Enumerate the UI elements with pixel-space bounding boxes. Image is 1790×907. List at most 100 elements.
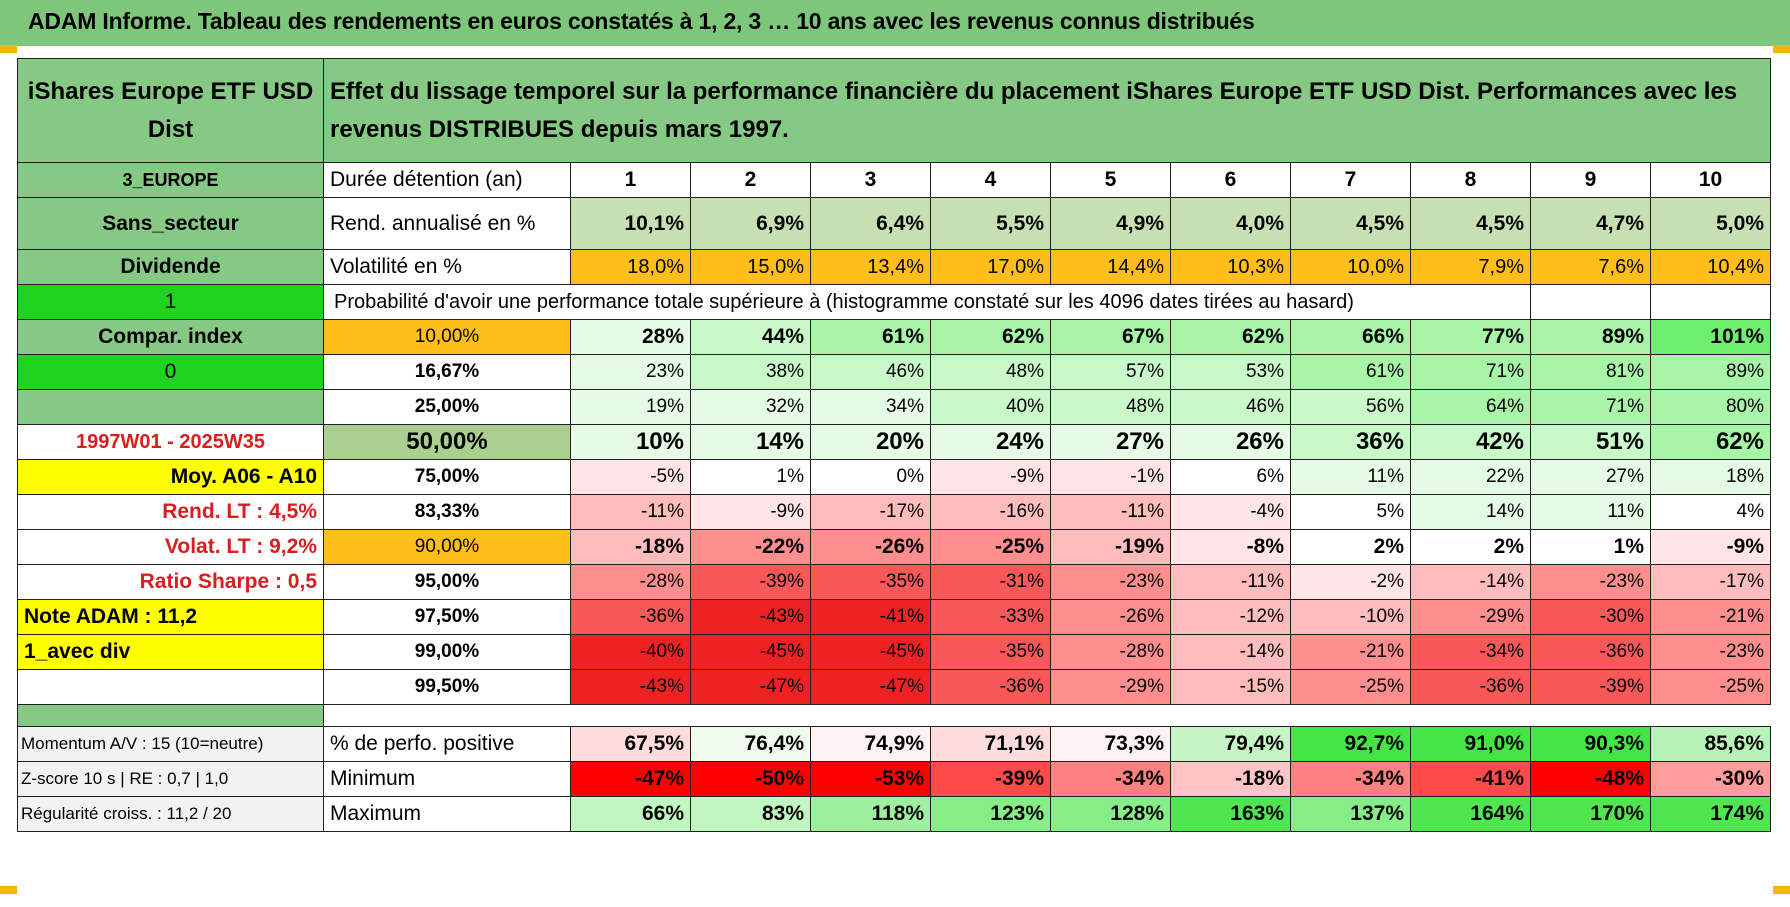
minimum-value: -30% <box>1650 761 1771 797</box>
quantile-value: 0% <box>810 459 931 495</box>
quantile-value: -25% <box>1650 669 1771 705</box>
rend-label: Rend. annualisé en % <box>323 197 571 250</box>
perf-pos-value: 73,3% <box>1050 726 1171 762</box>
quantile-value: 11% <box>1530 494 1651 530</box>
avec-div-label: 1_avec div <box>17 634 324 670</box>
maximum-value: 83% <box>690 796 811 832</box>
quantile-value: 1% <box>690 459 811 495</box>
maximum-value: 174% <box>1650 796 1771 832</box>
corner-marker-right-bottom <box>1773 886 1790 894</box>
regularite-label: Régularité croiss. : 11,2 / 20 <box>17 796 324 832</box>
volat-value: 13,4% <box>810 249 931 285</box>
quantile-value: 44% <box>690 319 811 355</box>
quantile-value: 27% <box>1050 424 1171 460</box>
quantile-value: -43% <box>690 599 811 635</box>
quantile-value: -25% <box>930 529 1051 565</box>
quantile-value: 77% <box>1410 319 1531 355</box>
zscore-label: Z-score 10 s | RE : 0,7 | 1,0 <box>17 761 324 797</box>
quantile-value: 42% <box>1410 424 1531 460</box>
maximum-value: 164% <box>1410 796 1531 832</box>
corner-marker-left-bottom <box>0 886 17 894</box>
quantile-value: -14% <box>1410 564 1531 600</box>
quantile-value: -28% <box>570 564 691 600</box>
quantile-value: -33% <box>930 599 1051 635</box>
perf-pos-value: 67,5% <box>570 726 691 762</box>
proba-title: Probabilité d'avoir une performance tota… <box>323 284 1531 320</box>
quantile-value: -39% <box>1530 669 1651 705</box>
rend-value: 4,5% <box>1290 197 1411 250</box>
quantile-value: 10% <box>570 424 691 460</box>
quantile-value: -35% <box>810 564 931 600</box>
maximum-value: 170% <box>1530 796 1651 832</box>
volat-value: 7,9% <box>1410 249 1531 285</box>
quantile-value: -29% <box>1410 599 1531 635</box>
corner-marker-right-top <box>1773 45 1790 53</box>
quantile-value: 18% <box>1650 459 1771 495</box>
quantile-value: -26% <box>810 529 931 565</box>
blank-green-cell <box>17 389 324 425</box>
flag-zero: 0 <box>17 354 324 390</box>
year-header: 9 <box>1530 162 1651 198</box>
quantile-value: -30% <box>1530 599 1651 635</box>
rend-value: 4,7% <box>1530 197 1651 250</box>
perf-pos-value: 71,1% <box>930 726 1051 762</box>
quantile-value: 46% <box>1170 389 1291 425</box>
quantile-value: 11% <box>1290 459 1411 495</box>
quantile-value: 38% <box>690 354 811 390</box>
fund-description: Effet du lissage temporel sur la perform… <box>323 58 1771 163</box>
year-header: 10 <box>1650 162 1771 198</box>
quantile-label: 16,67% <box>323 354 571 390</box>
quantile-value: -23% <box>1050 564 1171 600</box>
period-label: 1997W01 - 2025W35 <box>17 424 324 460</box>
quantile-value: 53% <box>1170 354 1291 390</box>
quantile-value: 64% <box>1410 389 1531 425</box>
perf-pos-value: 79,4% <box>1170 726 1291 762</box>
quantile-value: 66% <box>1290 319 1411 355</box>
quantile-value: 5% <box>1290 494 1411 530</box>
rend-value: 5,0% <box>1650 197 1771 250</box>
perf-pos-label: % de perfo. positive <box>323 726 571 762</box>
quantile-value: 61% <box>1290 354 1411 390</box>
quantile-value: 1% <box>1530 529 1651 565</box>
perf-pos-value: 74,9% <box>810 726 931 762</box>
rend-value: 4,0% <box>1170 197 1291 250</box>
quantile-value: -47% <box>810 669 931 705</box>
quantile-value: -23% <box>1530 564 1651 600</box>
volat-lt-label: Volat. LT : 9,2% <box>17 529 324 565</box>
perf-pos-value: 91,0% <box>1410 726 1531 762</box>
year-header: 2 <box>690 162 811 198</box>
quantile-value: -31% <box>930 564 1051 600</box>
corner-marker-left-top <box>0 45 17 53</box>
quantile-value: 26% <box>1170 424 1291 460</box>
quantile-value: 51% <box>1530 424 1651 460</box>
quantile-value: 62% <box>930 319 1051 355</box>
quantile-value: -41% <box>810 599 931 635</box>
quantile-value: -22% <box>690 529 811 565</box>
quantile-label: 99,00% <box>323 634 571 670</box>
year-header: 5 <box>1050 162 1171 198</box>
quantile-label: 10,00% <box>323 319 571 355</box>
quantile-value: -9% <box>930 459 1051 495</box>
quantile-label: 95,00% <box>323 564 571 600</box>
quantile-value: 48% <box>1050 389 1171 425</box>
volat-value: 7,6% <box>1530 249 1651 285</box>
income-label: Dividende <box>17 249 324 285</box>
flag-one: 1 <box>17 284 324 320</box>
maximum-value: 163% <box>1170 796 1291 832</box>
quantile-value: -9% <box>690 494 811 530</box>
minimum-value: -34% <box>1290 761 1411 797</box>
quantile-label: 75,00% <box>323 459 571 495</box>
minimum-value: -53% <box>810 761 931 797</box>
quantile-value: 71% <box>1530 389 1651 425</box>
quantile-value: 36% <box>1290 424 1411 460</box>
quantile-value: -12% <box>1170 599 1291 635</box>
quantile-value: -47% <box>690 669 811 705</box>
gap-cell <box>323 704 1771 727</box>
quantile-value: 46% <box>810 354 931 390</box>
quantile-value: -5% <box>570 459 691 495</box>
sharpe-label: Ratio Sharpe : 0,5 <box>17 564 324 600</box>
quantile-value: -2% <box>1290 564 1411 600</box>
quantile-value: 6% <box>1170 459 1291 495</box>
quantile-label: 83,33% <box>323 494 571 530</box>
gap-green-cell <box>17 704 324 727</box>
